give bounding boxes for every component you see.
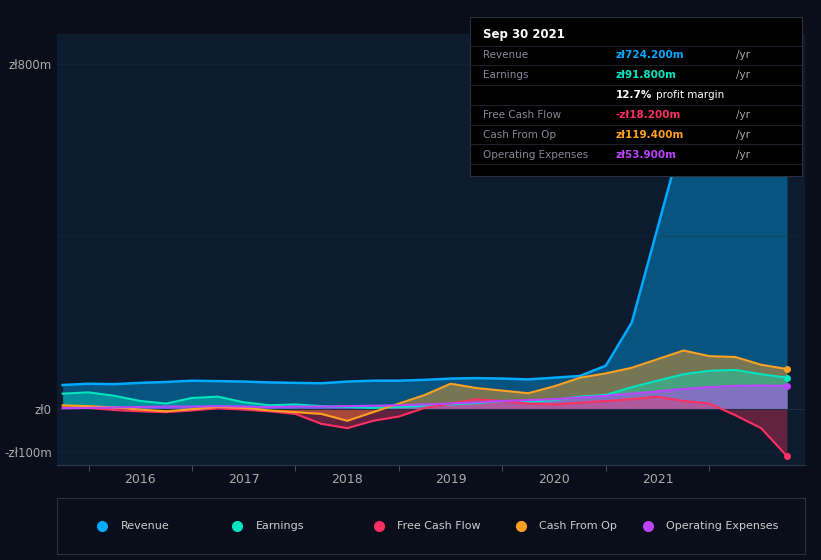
- Text: /yr: /yr: [736, 130, 750, 140]
- Text: Operating Expenses: Operating Expenses: [667, 521, 779, 531]
- Text: Free Cash Flow: Free Cash Flow: [483, 110, 561, 120]
- Text: Cash From Op: Cash From Op: [483, 130, 556, 140]
- Text: Cash From Op: Cash From Op: [539, 521, 617, 531]
- Text: zł724.200m: zł724.200m: [616, 50, 685, 60]
- Text: Free Cash Flow: Free Cash Flow: [397, 521, 481, 531]
- Text: Earnings: Earnings: [255, 521, 304, 531]
- Text: /yr: /yr: [736, 110, 750, 120]
- Text: profit margin: profit margin: [656, 90, 724, 100]
- Text: Revenue: Revenue: [483, 50, 528, 60]
- Text: Earnings: Earnings: [483, 70, 529, 80]
- Text: Sep 30 2021: Sep 30 2021: [483, 28, 565, 41]
- Text: zł53.900m: zł53.900m: [616, 150, 677, 160]
- Text: /yr: /yr: [736, 150, 750, 160]
- Text: Revenue: Revenue: [121, 521, 170, 531]
- Text: zł91.800m: zł91.800m: [616, 70, 677, 80]
- Text: zł119.400m: zł119.400m: [616, 130, 684, 140]
- Text: -zł18.200m: -zł18.200m: [616, 110, 681, 120]
- Text: Operating Expenses: Operating Expenses: [483, 150, 588, 160]
- Text: /yr: /yr: [736, 70, 750, 80]
- Text: 12.7%: 12.7%: [616, 90, 653, 100]
- Text: /yr: /yr: [736, 50, 750, 60]
